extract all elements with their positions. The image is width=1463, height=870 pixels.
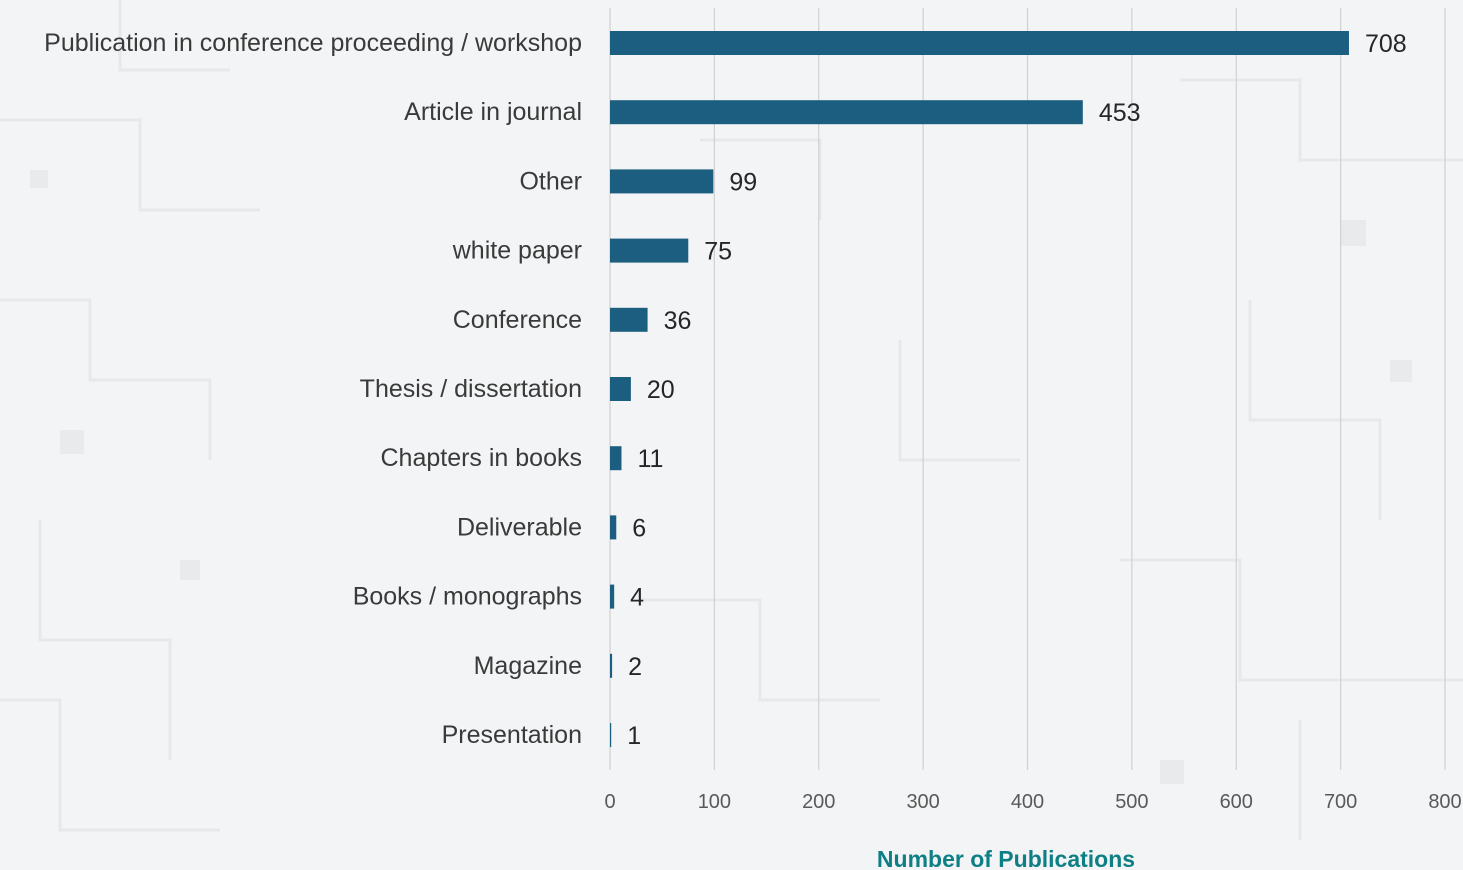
category-label: Books / monographs bbox=[353, 583, 582, 611]
x-tick-label: 800 bbox=[1428, 791, 1461, 813]
x-tick-label: 200 bbox=[802, 791, 835, 813]
category-label: Chapters in books bbox=[380, 444, 582, 472]
data-label: 99 bbox=[729, 168, 757, 196]
x-tick-label: 700 bbox=[1324, 791, 1357, 813]
data-label: 708 bbox=[1365, 30, 1407, 58]
data-label: 4 bbox=[630, 584, 644, 612]
data-labels: 708 453 99 75 36 20 11 6 4 2 1 bbox=[627, 30, 1406, 750]
bar bbox=[610, 515, 617, 540]
x-tick-label: 0 bbox=[604, 791, 615, 813]
bar bbox=[610, 377, 631, 401]
bar bbox=[610, 446, 622, 471]
bar bbox=[610, 307, 648, 332]
category-label: white paper bbox=[452, 237, 582, 265]
x-tick-label: 400 bbox=[1011, 791, 1044, 813]
x-tick-label: 300 bbox=[906, 791, 939, 813]
category-label: Publication in conference proceeding / w… bbox=[44, 29, 582, 57]
bar bbox=[610, 584, 615, 609]
category-label: Article in journal bbox=[404, 98, 582, 126]
data-label: 1 bbox=[627, 722, 641, 750]
data-label: 36 bbox=[664, 307, 692, 335]
category-labels: Publication in conference proceeding / w… bbox=[44, 29, 582, 749]
x-tick-label: 100 bbox=[698, 791, 731, 813]
bar bbox=[610, 238, 689, 263]
bars bbox=[610, 31, 1349, 747]
x-tick-label: 500 bbox=[1115, 791, 1148, 813]
category-label: Conference bbox=[453, 306, 582, 334]
category-label: Deliverable bbox=[457, 513, 582, 541]
data-label: 6 bbox=[632, 514, 646, 542]
data-label: 75 bbox=[704, 238, 732, 266]
bar bbox=[610, 653, 613, 678]
data-label: 453 bbox=[1099, 99, 1141, 127]
data-label: 20 bbox=[647, 376, 675, 404]
category-label: Magazine bbox=[474, 652, 582, 680]
x-axis-ticks: 0 100 200 300 400 500 600 700 800 bbox=[604, 791, 1461, 813]
x-tick-label: 600 bbox=[1220, 791, 1253, 813]
category-label: Presentation bbox=[442, 721, 582, 749]
data-label: 2 bbox=[628, 653, 642, 681]
bar bbox=[610, 169, 714, 194]
category-label: Thesis / dissertation bbox=[360, 375, 582, 403]
bar bbox=[610, 723, 612, 747]
data-label: 11 bbox=[637, 445, 663, 473]
category-label: Other bbox=[519, 167, 582, 195]
x-axis-title: Number of Publications bbox=[877, 846, 1135, 870]
bar bbox=[610, 100, 1083, 125]
bar bbox=[610, 31, 1349, 55]
